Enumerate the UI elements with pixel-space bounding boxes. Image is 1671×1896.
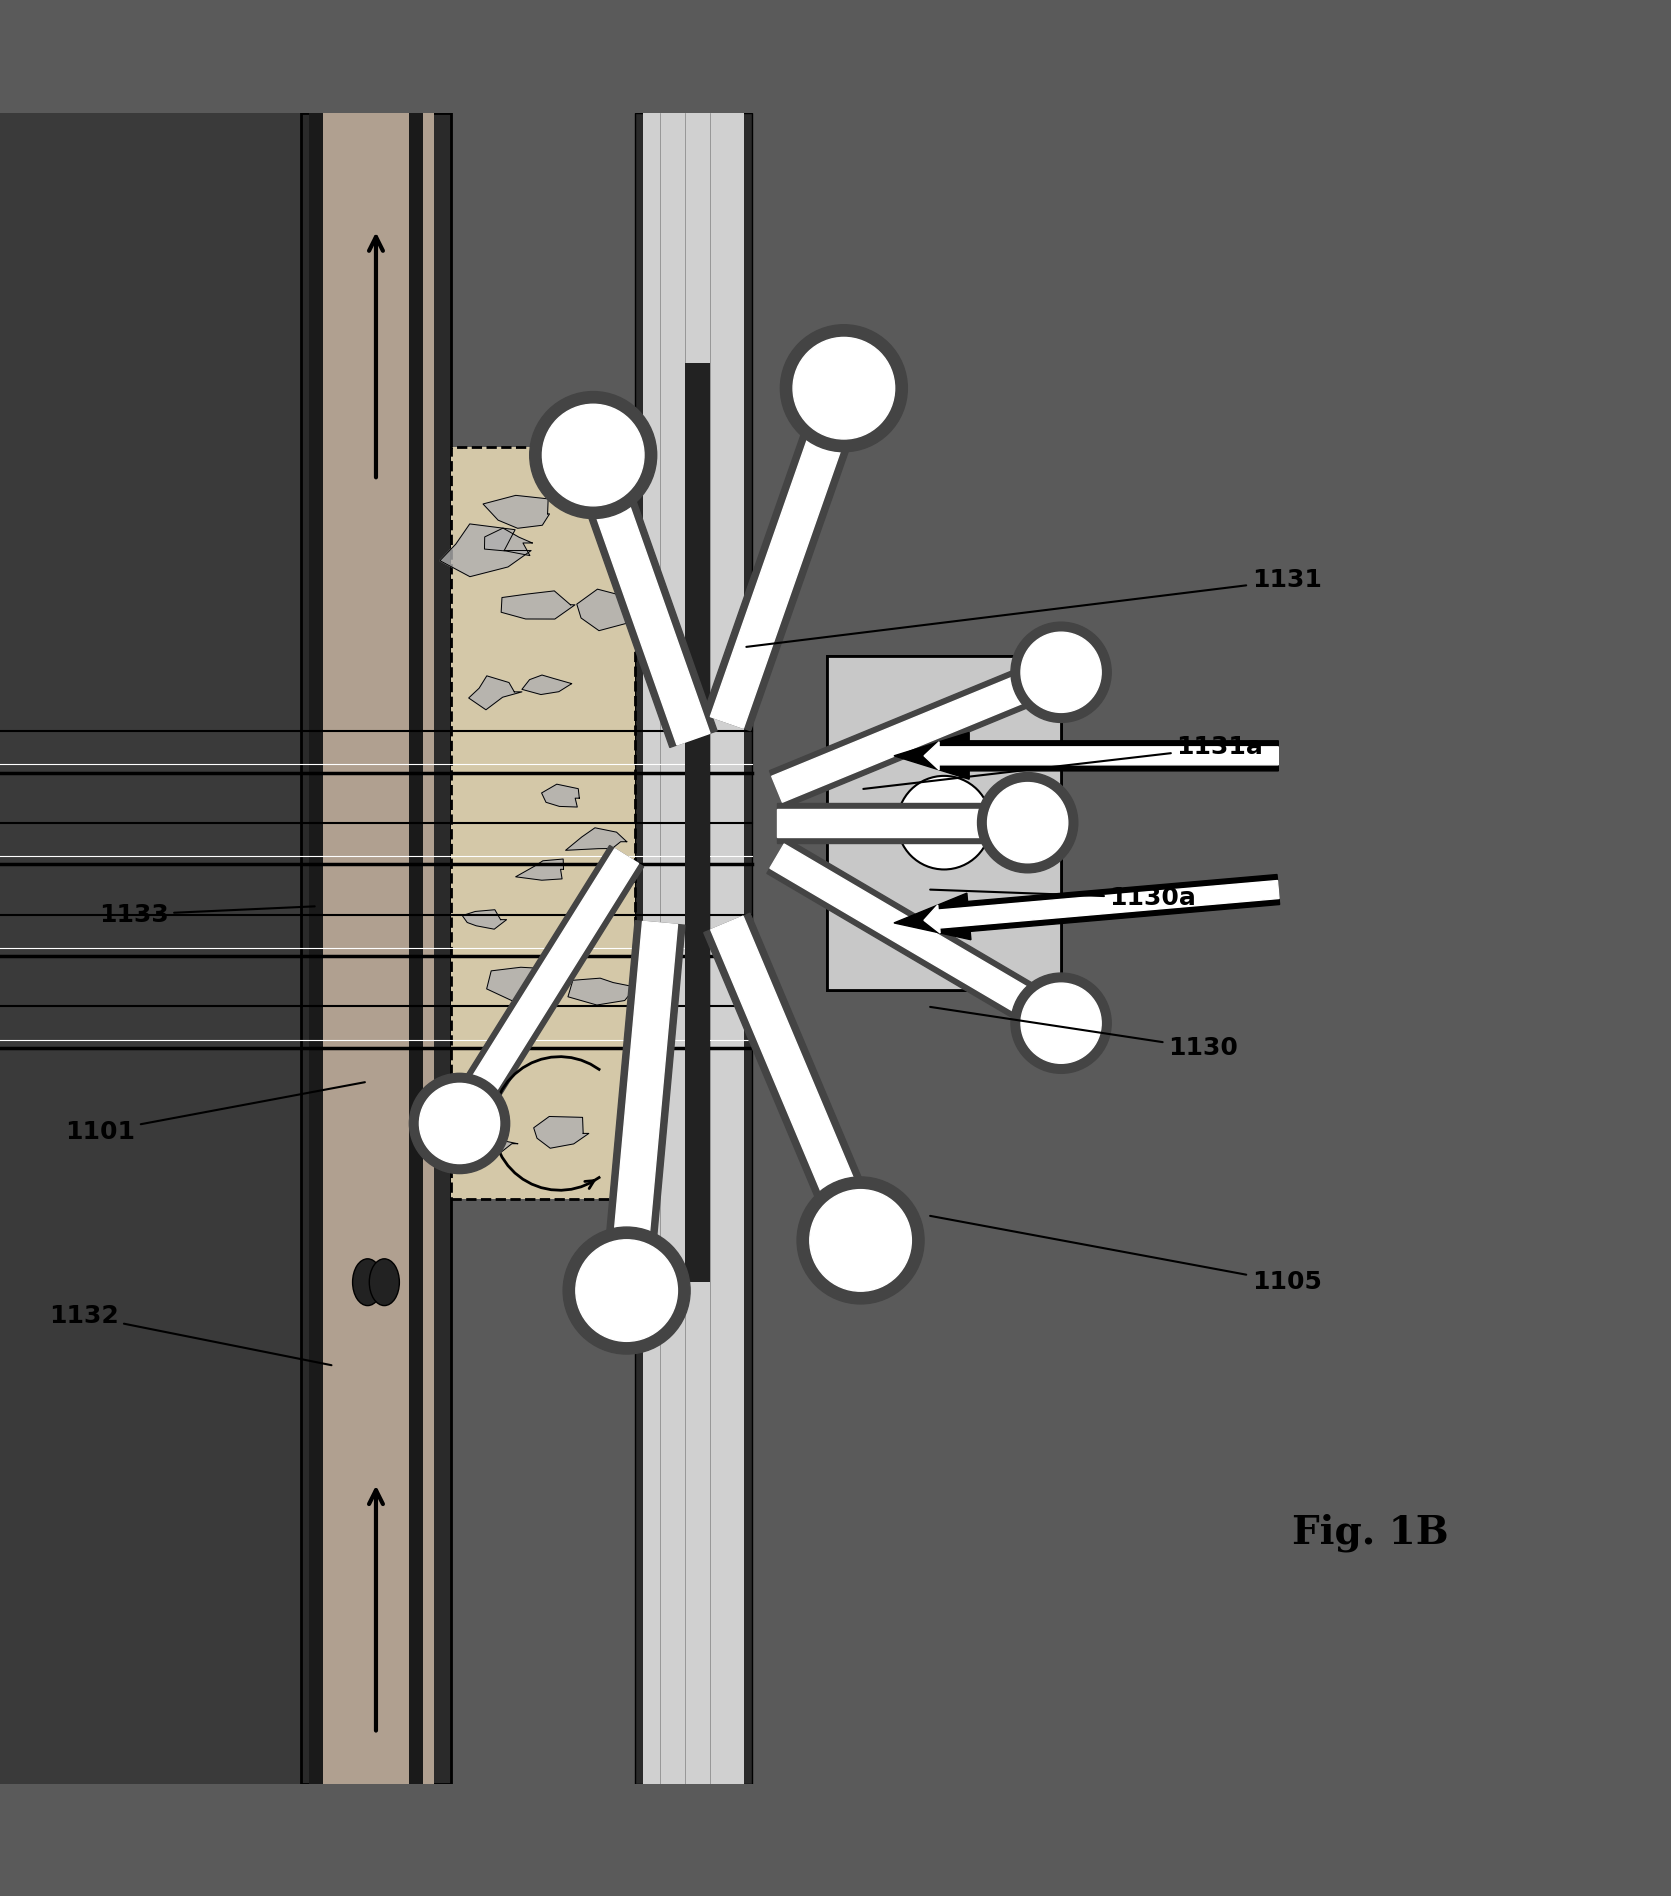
Text: 1130: 1130 bbox=[931, 1007, 1238, 1060]
Polygon shape bbox=[501, 592, 575, 618]
Bar bbox=[827, 656, 1061, 990]
Bar bbox=[301, 112, 451, 1784]
Bar bbox=[0, 112, 301, 1784]
Bar bbox=[317, 112, 434, 1784]
Bar bbox=[810, 622, 1078, 1024]
Text: 1130a: 1130a bbox=[931, 885, 1196, 910]
Circle shape bbox=[1021, 984, 1101, 1064]
Polygon shape bbox=[703, 914, 884, 1249]
Polygon shape bbox=[710, 916, 877, 1248]
Bar bbox=[635, 112, 752, 1784]
Polygon shape bbox=[576, 449, 710, 745]
Bar bbox=[685, 364, 710, 1282]
Circle shape bbox=[530, 392, 657, 518]
Circle shape bbox=[897, 775, 991, 870]
Bar bbox=[451, 447, 635, 1198]
Text: 1133: 1133 bbox=[99, 902, 314, 927]
Polygon shape bbox=[463, 910, 506, 929]
Polygon shape bbox=[521, 675, 571, 694]
Circle shape bbox=[1021, 631, 1101, 713]
Polygon shape bbox=[486, 967, 571, 1003]
Polygon shape bbox=[710, 383, 861, 728]
Bar bbox=[643, 112, 744, 1784]
Circle shape bbox=[563, 1227, 690, 1354]
Text: 1131: 1131 bbox=[747, 569, 1322, 647]
Polygon shape bbox=[769, 654, 1069, 808]
Text: Fig. 1B: Fig. 1B bbox=[1292, 1513, 1449, 1553]
Polygon shape bbox=[443, 846, 643, 1134]
Circle shape bbox=[988, 783, 1068, 863]
Polygon shape bbox=[770, 844, 1068, 1035]
Ellipse shape bbox=[369, 1259, 399, 1306]
Circle shape bbox=[810, 1189, 911, 1291]
Polygon shape bbox=[924, 741, 1278, 770]
Circle shape bbox=[419, 1083, 500, 1164]
Bar bbox=[451, 447, 635, 1198]
Circle shape bbox=[409, 1073, 510, 1174]
Polygon shape bbox=[576, 590, 643, 631]
Polygon shape bbox=[448, 849, 638, 1130]
Circle shape bbox=[576, 1240, 677, 1340]
Polygon shape bbox=[483, 495, 550, 529]
Polygon shape bbox=[894, 874, 1280, 940]
Bar bbox=[409, 112, 423, 1784]
Circle shape bbox=[797, 1177, 924, 1304]
Polygon shape bbox=[533, 1117, 588, 1149]
Polygon shape bbox=[541, 785, 580, 808]
Polygon shape bbox=[767, 838, 1071, 1041]
Circle shape bbox=[543, 404, 643, 506]
Polygon shape bbox=[924, 880, 1278, 933]
Polygon shape bbox=[772, 660, 1066, 802]
Polygon shape bbox=[565, 829, 627, 849]
Circle shape bbox=[1011, 622, 1111, 722]
Polygon shape bbox=[777, 802, 1028, 842]
Polygon shape bbox=[441, 1128, 518, 1157]
Polygon shape bbox=[516, 859, 563, 880]
Polygon shape bbox=[602, 921, 685, 1293]
Bar bbox=[827, 656, 1061, 990]
Text: 1131a: 1131a bbox=[864, 736, 1263, 789]
Polygon shape bbox=[894, 732, 1278, 779]
Ellipse shape bbox=[353, 1259, 383, 1306]
Polygon shape bbox=[610, 921, 677, 1293]
Circle shape bbox=[780, 324, 907, 451]
Polygon shape bbox=[439, 523, 531, 576]
Polygon shape bbox=[568, 978, 640, 1005]
Polygon shape bbox=[468, 675, 521, 709]
Text: 1132: 1132 bbox=[48, 1304, 331, 1365]
Polygon shape bbox=[485, 529, 533, 556]
Circle shape bbox=[978, 772, 1078, 872]
Text: 1101: 1101 bbox=[65, 1083, 364, 1143]
Polygon shape bbox=[570, 447, 717, 747]
Polygon shape bbox=[703, 379, 867, 730]
Text: 1105: 1105 bbox=[931, 1215, 1322, 1295]
Bar bbox=[309, 112, 323, 1784]
Circle shape bbox=[794, 337, 894, 440]
Polygon shape bbox=[777, 808, 1028, 836]
Circle shape bbox=[1011, 973, 1111, 1073]
